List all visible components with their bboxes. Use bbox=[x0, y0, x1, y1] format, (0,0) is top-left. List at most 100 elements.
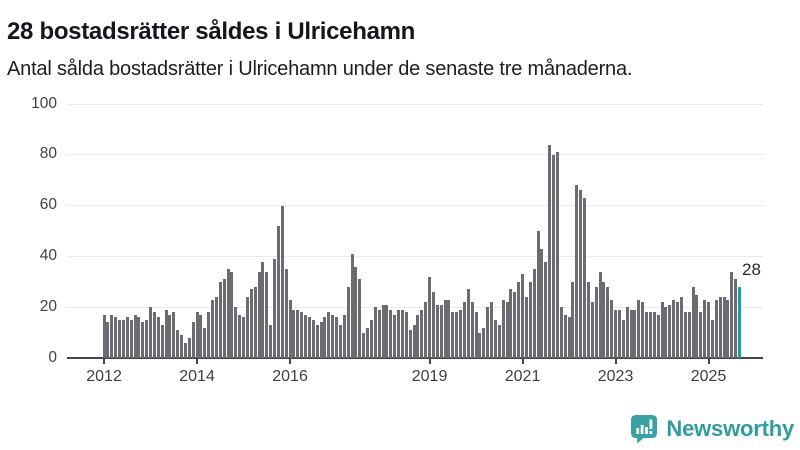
bar bbox=[373, 307, 377, 358]
bar bbox=[687, 312, 691, 358]
bar bbox=[435, 304, 439, 358]
bar bbox=[660, 302, 664, 358]
bar bbox=[412, 325, 416, 358]
bar bbox=[400, 309, 404, 358]
bar bbox=[106, 322, 110, 358]
bar bbox=[563, 314, 567, 358]
bar bbox=[141, 322, 145, 358]
bar bbox=[300, 312, 304, 358]
bar bbox=[455, 312, 459, 358]
plot-area: 28 bbox=[67, 103, 763, 359]
x-tick-label: 2021 bbox=[504, 368, 541, 385]
bar bbox=[710, 319, 714, 358]
bar bbox=[242, 317, 246, 358]
bar bbox=[125, 317, 129, 358]
bar bbox=[311, 319, 315, 358]
bar bbox=[594, 286, 598, 358]
bar bbox=[610, 299, 614, 358]
bar bbox=[284, 269, 288, 358]
bar bbox=[544, 261, 548, 358]
bar bbox=[490, 302, 494, 358]
y-axis-labels: 0 20 40 60 80 100 bbox=[0, 95, 57, 366]
bar bbox=[253, 286, 257, 358]
bar bbox=[354, 266, 358, 358]
bar bbox=[226, 269, 230, 358]
bar bbox=[389, 309, 393, 358]
bar bbox=[648, 312, 652, 358]
x-tick-label: 2012 bbox=[86, 368, 122, 385]
bar bbox=[214, 297, 218, 358]
y-tick-label: 0 bbox=[48, 348, 57, 366]
bar bbox=[377, 309, 381, 358]
bar bbox=[509, 289, 513, 358]
x-tick bbox=[614, 359, 617, 364]
bar bbox=[629, 309, 633, 358]
bar bbox=[428, 276, 432, 358]
bar bbox=[121, 319, 125, 358]
bar bbox=[730, 271, 734, 358]
bar bbox=[567, 317, 571, 358]
bar bbox=[579, 190, 583, 358]
bar bbox=[195, 312, 199, 358]
bar bbox=[583, 198, 587, 358]
bar bbox=[265, 271, 269, 358]
x-tick-label: 2016 bbox=[272, 368, 308, 385]
bar bbox=[699, 312, 703, 358]
bar bbox=[118, 319, 122, 358]
bar bbox=[350, 253, 354, 358]
bar bbox=[555, 152, 559, 358]
newsworthy-brand[interactable]: Newsworthy bbox=[629, 414, 794, 444]
brand-name: Newsworthy bbox=[666, 416, 794, 441]
bar bbox=[637, 299, 641, 358]
bar bbox=[497, 325, 501, 358]
y-tick-label: 80 bbox=[39, 145, 57, 163]
bar bbox=[664, 307, 668, 358]
bar bbox=[156, 317, 160, 358]
bar bbox=[466, 289, 470, 358]
bar bbox=[222, 279, 226, 358]
bar bbox=[598, 271, 602, 358]
bar bbox=[552, 154, 556, 358]
bar bbox=[505, 302, 509, 358]
bar bbox=[160, 325, 164, 358]
bar bbox=[575, 185, 579, 358]
bar bbox=[656, 314, 660, 358]
bar bbox=[176, 330, 180, 358]
bar bbox=[703, 299, 707, 358]
bar bbox=[718, 297, 722, 358]
bar bbox=[288, 299, 292, 358]
bar bbox=[517, 281, 521, 358]
bar bbox=[276, 225, 280, 358]
bar bbox=[621, 319, 625, 358]
bar bbox=[199, 314, 203, 358]
bar bbox=[149, 307, 153, 358]
chart-subtitle: Antal sålda bostadsrätter i Ulricehamn u… bbox=[7, 58, 633, 80]
x-tick bbox=[103, 359, 106, 364]
bar bbox=[280, 205, 284, 358]
bar bbox=[679, 297, 683, 358]
bar bbox=[408, 330, 412, 358]
bar bbox=[672, 299, 676, 358]
bar bbox=[114, 317, 118, 358]
bar bbox=[323, 317, 327, 358]
bar bbox=[261, 261, 265, 358]
bar bbox=[714, 299, 718, 358]
bar bbox=[307, 317, 311, 358]
bar bbox=[524, 297, 528, 358]
bar bbox=[548, 144, 552, 358]
bar bbox=[273, 258, 277, 358]
bar bbox=[102, 314, 106, 358]
bar bbox=[203, 327, 207, 358]
bar bbox=[571, 281, 575, 358]
y-tick-label: 40 bbox=[39, 246, 57, 264]
bar bbox=[528, 281, 532, 358]
bar bbox=[211, 299, 215, 358]
bar bbox=[110, 314, 114, 358]
bar bbox=[447, 299, 451, 358]
bar bbox=[668, 304, 672, 358]
bar bbox=[358, 279, 362, 358]
bar bbox=[129, 319, 133, 358]
bar bbox=[536, 231, 540, 358]
bar bbox=[292, 309, 296, 358]
y-tick-label: 20 bbox=[39, 297, 57, 315]
